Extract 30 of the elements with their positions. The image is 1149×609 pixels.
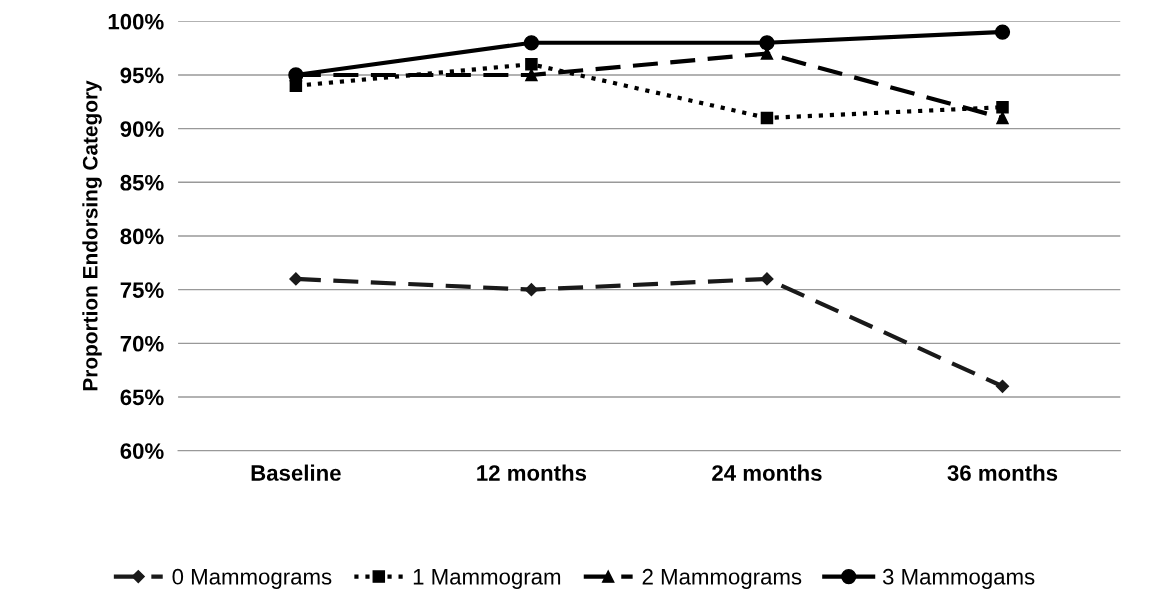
y-tick-label: 65% bbox=[120, 389, 164, 406]
y-tick-label: 90% bbox=[120, 121, 164, 137]
point bbox=[525, 68, 538, 82]
x-tick-label: 36 months bbox=[947, 464, 1058, 481]
y-tick-label: 95% bbox=[120, 67, 164, 84]
point bbox=[289, 272, 303, 286]
y-tick-label: 60% bbox=[120, 443, 164, 459]
point bbox=[524, 283, 539, 297]
point bbox=[996, 100, 1009, 114]
point bbox=[523, 35, 540, 51]
point bbox=[759, 35, 775, 51]
legend-label: 3 Mammogams bbox=[882, 568, 1035, 589]
legend-label: 1 Mammogram bbox=[413, 569, 561, 589]
point bbox=[996, 111, 1009, 125]
legend-label: 0 Mammograms bbox=[172, 568, 332, 589]
legend-label: 2 Mammograms bbox=[642, 568, 802, 589]
point bbox=[760, 272, 774, 286]
x-tick-label: Baseline bbox=[251, 464, 341, 481]
x-tick-label: 12 months bbox=[477, 464, 587, 481]
y-tick-label: 70% bbox=[120, 335, 164, 352]
y-axis-title: Proportion Endorsing Category bbox=[82, 80, 102, 391]
y-tick-label: 75% bbox=[120, 282, 164, 298]
point bbox=[760, 111, 774, 125]
y-tick-label: 85% bbox=[120, 174, 164, 191]
y-tick-label: 80% bbox=[120, 228, 164, 245]
point bbox=[525, 57, 538, 71]
point bbox=[994, 24, 1011, 40]
point bbox=[995, 379, 1010, 393]
x-tick-label: 24 months bbox=[712, 464, 822, 481]
y-tick-label: 100% bbox=[108, 13, 164, 30]
